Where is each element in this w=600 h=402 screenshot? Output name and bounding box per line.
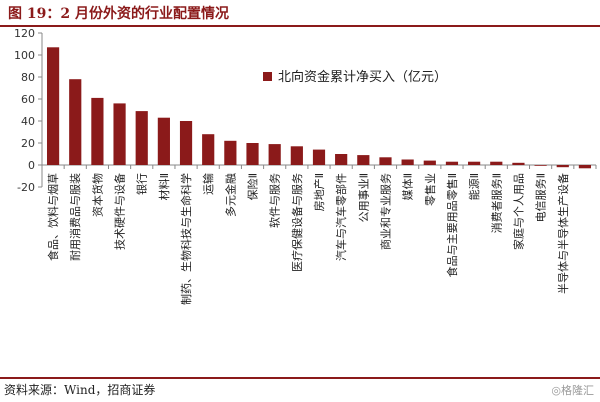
bar	[312, 149, 326, 165]
y-tick-label: 100	[14, 49, 35, 62]
category-label: 商业和专业服务	[378, 173, 392, 250]
category-label: 消费者服务Ⅱ	[489, 173, 503, 233]
bar	[445, 161, 459, 165]
legend-swatch	[263, 72, 272, 81]
category-label: 能源Ⅱ	[467, 173, 481, 200]
bar	[246, 143, 259, 165]
category-label: 房地产Ⅱ	[312, 173, 326, 211]
bar	[578, 165, 592, 169]
category-label: 多元金融	[223, 173, 237, 217]
bar	[113, 103, 126, 165]
y-tick-label: 20	[21, 137, 35, 150]
bar	[179, 121, 193, 165]
bar	[335, 154, 348, 165]
bar	[512, 162, 525, 165]
category-label: 保险Ⅱ	[246, 173, 260, 200]
bar	[556, 165, 569, 168]
bar	[69, 79, 82, 165]
category-label: 材料Ⅱ	[157, 173, 171, 200]
y-tick-label: 0	[28, 159, 35, 172]
bar	[202, 134, 215, 165]
category-label: 医疗保健设备与服务	[290, 173, 304, 272]
y-tick-label: 120	[14, 27, 35, 40]
title-rule	[0, 25, 600, 27]
y-tick-label: 40	[21, 115, 35, 128]
category-label: 汽车与汽车零部件	[334, 173, 348, 261]
category-label: 半导体与半导体生产设备	[556, 173, 570, 294]
bar	[534, 165, 547, 166]
bar	[268, 144, 281, 165]
category-label: 电信服务Ⅱ	[535, 173, 548, 222]
category-label: 技术硬件与设备	[113, 173, 127, 250]
bar	[224, 140, 237, 165]
chart-title: 图 19：2 月份外资的行业配置情况	[8, 6, 229, 22]
bar	[157, 117, 170, 165]
bar	[91, 97, 104, 165]
bar	[46, 47, 60, 165]
category-label: 公用事业Ⅱ	[357, 173, 370, 222]
bar	[379, 157, 392, 165]
y-tick-label: -20	[17, 181, 35, 194]
source-note: 资料来源：Wind，招商证券	[4, 383, 156, 397]
bar-chart: -20 0 20 40 60 80 100 120 食品、饮料与烟草 耐用消费品与服装 资本货物 技术…	[14, 27, 597, 305]
y-tick-label: 60	[21, 93, 35, 106]
bar	[423, 160, 436, 165]
y-tick-label: 80	[21, 71, 35, 84]
category-label: 银行	[135, 173, 149, 195]
bar	[490, 161, 503, 165]
category-label: 软件与服务	[268, 173, 282, 228]
watermark: ◎格隆汇	[551, 384, 594, 397]
bar	[401, 159, 414, 165]
legend-label: 北向资金累计净买入（亿元）	[278, 69, 447, 85]
category-label: 食品与主要用品零售Ⅱ	[445, 173, 459, 277]
category-label: 零售业	[423, 173, 437, 206]
bar	[357, 155, 370, 165]
category-label: 食品、饮料与烟草	[46, 173, 60, 261]
footer-rule	[0, 377, 600, 379]
bar	[290, 146, 303, 165]
category-label: 制药、生物科技与生命科学	[179, 173, 193, 305]
category-label: 耐用消费品与服装	[68, 173, 82, 261]
category-label: 媒体Ⅱ	[401, 173, 415, 200]
bar	[135, 111, 148, 165]
bar	[468, 161, 481, 165]
category-label: 资本货物	[90, 173, 104, 217]
category-label: 家庭与个人用品	[511, 173, 525, 250]
category-label: 运输	[201, 173, 215, 195]
